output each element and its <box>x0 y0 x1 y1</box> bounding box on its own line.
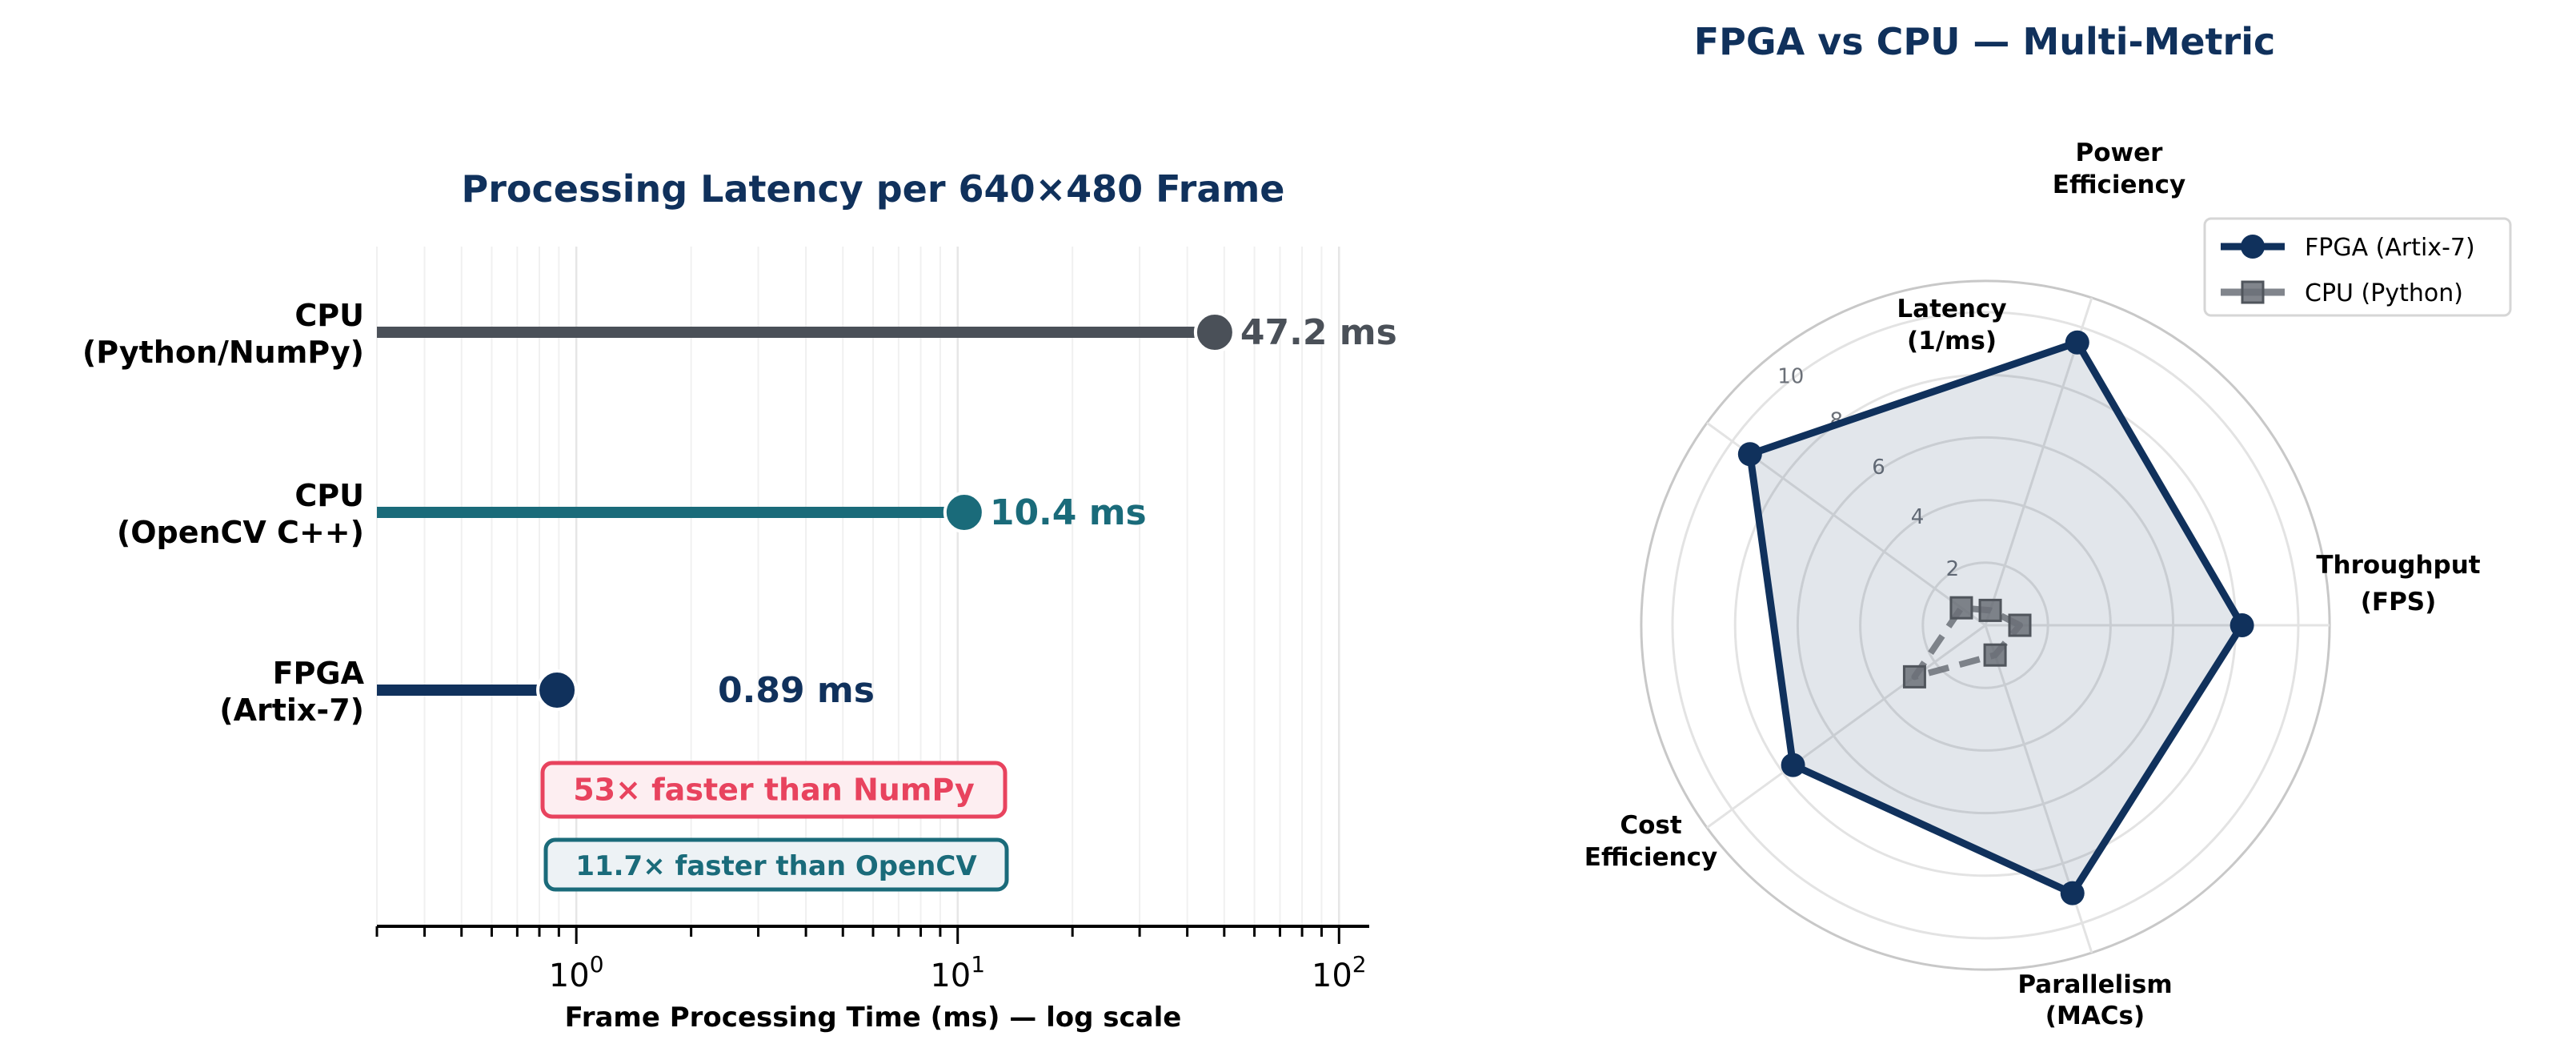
x-tick-label: 101 <box>930 951 985 994</box>
category-label: (Artix-7) <box>219 693 364 728</box>
axis-label: Power <box>2076 139 2164 167</box>
x-axis-ticks: 100 101 102 <box>375 926 1367 994</box>
data-point <box>1737 442 1762 467</box>
data-point <box>1781 753 1805 777</box>
axis-label: Efficiency <box>2053 171 2185 199</box>
value-label: 0.89 ms <box>718 670 875 711</box>
annotation-text: 53× faster than NumPy <box>573 773 975 808</box>
data-point <box>2065 330 2089 355</box>
annotation-text: 11.7× faster than OpenCV <box>575 850 977 882</box>
value-label: 10.4 ms <box>990 492 1147 533</box>
legend-marker <box>2241 280 2265 304</box>
r-tick-label: 4 <box>1911 505 1925 529</box>
axis-label: (FPS) <box>2361 588 2437 616</box>
radar-axis-labels: Throughput (FPS) Power Efficiency Latency (1/… <box>1584 139 2481 1030</box>
axis-label: Efficiency <box>1584 843 1717 872</box>
axis-label: (1/ms) <box>1907 327 1997 355</box>
annotations: 53× faster than NumPy 11.7× faster than O… <box>540 761 1009 892</box>
series-line <box>1746 339 2246 897</box>
annotation-box <box>540 761 1008 819</box>
x-tick-label: 100 <box>549 951 604 994</box>
axis-label: Throughput <box>2316 551 2480 580</box>
category-labels: CPU(Python/NumPy)CPU(OpenCV C++)FPGA(Art… <box>82 298 365 728</box>
axis-label: Latency <box>1897 295 2006 323</box>
category-label: (Python/NumPy) <box>82 335 364 370</box>
radar-series <box>1737 330 2254 905</box>
r-tick-label: 10 <box>1777 365 1804 389</box>
category-label: FPGA <box>273 656 365 691</box>
r-tick-label: 6 <box>1872 456 1885 480</box>
axis-label: Cost <box>1620 811 1681 840</box>
category-label: (OpenCV C++) <box>117 515 364 550</box>
axis-label: Parallelism <box>2017 970 2172 999</box>
data-point <box>1983 643 2007 667</box>
grid-lines <box>376 247 1340 926</box>
data-point <box>1902 665 1926 689</box>
lollipop-dot <box>536 669 579 711</box>
latency-chart: Processing Latency per 640×480 Frame 47.… <box>82 167 1397 1034</box>
annotation-box <box>543 837 1009 892</box>
latency-chart-title: Processing Latency per 640×480 Frame <box>461 167 1284 211</box>
data-point <box>2060 881 2085 905</box>
data-point <box>1978 598 2002 622</box>
lollipop-dot <box>1193 311 1236 353</box>
legend-label: FPGA (Artix-7) <box>2305 234 2475 262</box>
legend-label: CPU (Python) <box>2305 279 2463 307</box>
legend-marker <box>2241 235 2265 259</box>
x-tick-label: 102 <box>1312 951 1367 994</box>
r-tick-label: 2 <box>1946 557 1960 581</box>
value-label: 47.2 ms <box>1240 312 1397 353</box>
legend: FPGA (Artix-7) CPU (Python) <box>2203 217 2512 317</box>
x-axis-label: Frame Processing Time (ms) — log scale <box>565 1002 1182 1034</box>
data-point <box>2008 613 2032 637</box>
lollipop-dot <box>943 492 985 533</box>
category-label: CPU <box>294 478 364 513</box>
category-label: CPU <box>294 298 364 333</box>
axis-label: (MACs) <box>2045 1002 2145 1030</box>
lollipop-marks: 47.2 ms 10.4 ms 0.89 ms <box>377 311 1397 711</box>
spoke-line <box>1706 624 1986 829</box>
data-point <box>1949 596 1973 620</box>
data-point <box>2229 613 2254 637</box>
radar-chart-title: FPGA vs CPU — Multi-Metric <box>1694 20 2276 63</box>
